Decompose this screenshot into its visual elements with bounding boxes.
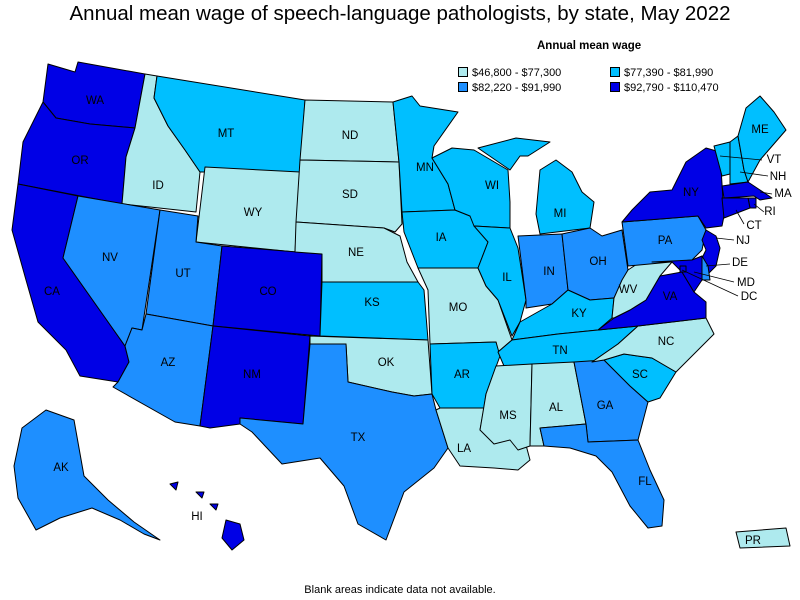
label-KY: KY bbox=[571, 308, 587, 320]
label-DC: DC bbox=[741, 291, 758, 303]
label-OH: OH bbox=[589, 256, 606, 268]
label-NE: NE bbox=[348, 247, 364, 259]
label-ID: ID bbox=[152, 180, 164, 192]
leader-line-NJ bbox=[715, 237, 735, 241]
label-NJ: NJ bbox=[736, 235, 750, 247]
legend-item-bin-3: $82,220 - $91,990 bbox=[458, 82, 561, 94]
label-NY: NY bbox=[683, 187, 699, 199]
label-AK: AK bbox=[53, 462, 69, 474]
state-MI[interactable] bbox=[477, 137, 595, 235]
legend-swatch bbox=[458, 67, 468, 77]
state-NC[interactable] bbox=[591, 317, 715, 373]
label-CA: CA bbox=[44, 286, 60, 298]
label-IN: IN bbox=[543, 266, 555, 278]
legend-title: Annual mean wage bbox=[537, 40, 642, 52]
leader-line-CT bbox=[735, 209, 745, 225]
label-RI: RI bbox=[764, 206, 776, 218]
leader-line-RI bbox=[753, 203, 765, 213]
legend-label: $82,220 - $91,990 bbox=[472, 82, 562, 94]
label-MD: MD bbox=[737, 277, 755, 289]
label-WI: WI bbox=[485, 180, 499, 192]
label-TX: TX bbox=[351, 432, 366, 444]
leader-line-DE bbox=[705, 263, 731, 267]
map-title: Annual mean wage of speech-language path… bbox=[69, 2, 731, 25]
label-VT: VT bbox=[767, 154, 782, 166]
state-MA[interactable] bbox=[721, 181, 773, 201]
label-KS: KS bbox=[364, 297, 380, 309]
legend-label: $46,800 - $77,300 bbox=[472, 67, 562, 79]
state-PR[interactable] bbox=[735, 527, 791, 549]
label-FL: FL bbox=[638, 476, 652, 488]
label-AR: AR bbox=[454, 369, 470, 381]
label-MO: MO bbox=[449, 302, 468, 314]
label-NM: NM bbox=[243, 369, 261, 381]
label-WA: WA bbox=[86, 95, 104, 107]
leader-line-MA bbox=[759, 191, 773, 195]
label-OK: OK bbox=[378, 357, 395, 369]
leader-line-VT bbox=[719, 155, 763, 161]
label-LA: LA bbox=[457, 443, 471, 455]
state-ME[interactable] bbox=[737, 95, 787, 183]
legend-label: $77,390 - $81,990 bbox=[624, 67, 714, 79]
legend-item-bin-1: $46,800 - $77,300 bbox=[458, 67, 561, 79]
label-SD: SD bbox=[342, 189, 358, 201]
footnote: Blank areas indicate data not available. bbox=[304, 584, 496, 596]
label-AL: AL bbox=[549, 402, 564, 414]
label-PA: PA bbox=[658, 235, 673, 247]
label-NH: NH bbox=[770, 171, 787, 183]
label-VA: VA bbox=[663, 291, 678, 303]
label-AZ: AZ bbox=[161, 357, 176, 369]
legend-item-bin-2: $77,390 - $81,990 bbox=[610, 67, 713, 79]
state-KS[interactable] bbox=[319, 281, 429, 341]
label-ND: ND bbox=[342, 130, 359, 142]
label-GA: GA bbox=[597, 400, 614, 412]
state-FL[interactable] bbox=[539, 423, 665, 529]
legend-swatch bbox=[610, 67, 620, 77]
legend-swatch bbox=[610, 82, 620, 92]
label-CT: CT bbox=[746, 220, 761, 232]
label-MI: MI bbox=[554, 208, 567, 220]
state-NY[interactable] bbox=[621, 147, 725, 229]
state-MD[interactable] bbox=[651, 255, 703, 293]
legend-swatch bbox=[458, 82, 468, 92]
label-MT: MT bbox=[218, 128, 235, 140]
label-TN: TN bbox=[552, 345, 567, 357]
label-MS: MS bbox=[499, 410, 517, 422]
legend-label: $92,790 - $110,470 bbox=[624, 82, 719, 94]
state-WV[interactable] bbox=[611, 261, 673, 319]
label-MA: MA bbox=[774, 188, 792, 200]
label-HI: HI bbox=[191, 511, 203, 523]
label-DE: DE bbox=[732, 257, 748, 269]
label-CO: CO bbox=[259, 286, 276, 298]
state-AK[interactable] bbox=[13, 409, 161, 541]
legend-item-bin-4: $92,790 - $110,470 bbox=[610, 82, 719, 94]
state-HI[interactable] bbox=[169, 481, 245, 551]
label-MN: MN bbox=[416, 162, 434, 174]
label-IA: IA bbox=[436, 232, 447, 244]
label-PR: PR bbox=[745, 535, 761, 547]
label-WV: WV bbox=[619, 284, 638, 296]
label-UT: UT bbox=[175, 268, 190, 280]
label-NV: NV bbox=[102, 252, 118, 264]
label-WY: WY bbox=[244, 207, 263, 219]
state-IL[interactable] bbox=[473, 225, 527, 337]
label-OR: OR bbox=[71, 155, 88, 167]
label-SC: SC bbox=[632, 369, 648, 381]
state-TX[interactable] bbox=[239, 343, 449, 541]
label-IL: IL bbox=[502, 272, 512, 284]
label-ME: ME bbox=[751, 124, 769, 136]
leader-line-NH bbox=[739, 171, 769, 177]
leader-line-MD bbox=[693, 271, 735, 283]
state-CT[interactable] bbox=[721, 197, 751, 219]
label-NC: NC bbox=[658, 336, 675, 348]
leader-line-DC bbox=[681, 269, 739, 297]
